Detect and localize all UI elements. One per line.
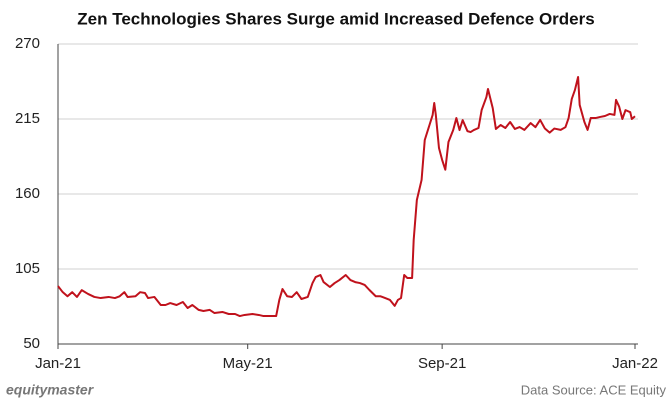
- brand: equitymaster: [6, 382, 95, 398]
- y-tick-label: 215: [15, 110, 40, 127]
- x-tick-label: Sep-21: [418, 355, 466, 372]
- x-tick-label: Jan-22: [612, 355, 658, 372]
- source: Data Source: ACE Equity: [521, 382, 667, 397]
- chart-title: Zen Technologies Shares Surge amid Incre…: [77, 9, 594, 28]
- x-tick-label: May-21: [223, 355, 273, 372]
- y-tick-label: 270: [15, 35, 40, 52]
- y-tick-label: 105: [15, 260, 40, 277]
- y-tick-label: 160: [15, 185, 40, 202]
- price-line: [57, 76, 636, 318]
- y-tick-label: 50: [23, 335, 40, 352]
- x-tick-label: Jan-21: [35, 355, 81, 372]
